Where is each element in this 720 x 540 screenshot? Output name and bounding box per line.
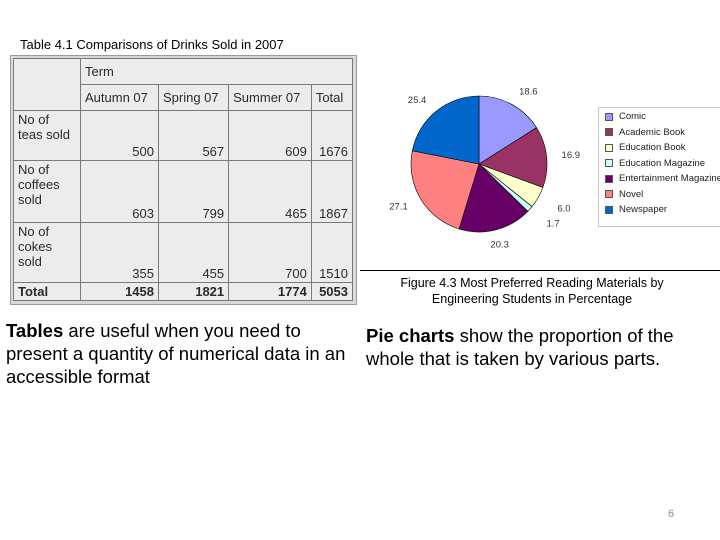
column-header: Summer 07 xyxy=(228,84,312,111)
table-term-header: Term xyxy=(80,58,353,85)
chart-legend: Comic Academic Book Education Book Educatio… xyxy=(598,107,720,227)
table-cell: 1821 xyxy=(157,282,230,301)
table-cell: 1458 xyxy=(80,282,159,301)
pie-data-label: 18.6 xyxy=(519,86,538,97)
table-cell: 609 xyxy=(228,110,312,161)
page-number: 6 xyxy=(668,508,675,520)
legend-swatch xyxy=(605,143,613,152)
pie-slice xyxy=(478,95,537,165)
tables-description-text: are useful when you need to present a qu… xyxy=(6,320,346,387)
row-label: Total xyxy=(13,282,81,301)
legend-swatch xyxy=(605,112,613,121)
legend-swatch xyxy=(605,128,613,137)
pie-charts-description-text: show the proportion of the whole that is… xyxy=(366,325,674,369)
legend-label: Comic xyxy=(619,111,646,123)
legend-swatch xyxy=(605,205,613,214)
table-cell: 1774 xyxy=(228,282,312,301)
pie-slice xyxy=(478,127,548,188)
tables-term: Tables xyxy=(6,320,64,341)
row-label: No of teas sold xyxy=(13,110,81,161)
drinks-table: Term Autumn 07 Spring 07 Summer 07 Total… xyxy=(13,58,354,301)
table-cell: 799 xyxy=(157,160,230,223)
pie-charts-term: Pie charts xyxy=(366,325,455,346)
row-label: No of coffees sold xyxy=(13,160,81,223)
pie-data-label: 1.7 xyxy=(546,219,559,230)
table-corner-cell xyxy=(13,58,81,111)
legend-item: Academic Book xyxy=(605,126,720,140)
column-header: Autumn 07 xyxy=(80,84,159,111)
table-cell: 455 xyxy=(157,222,230,283)
pie-data-label: 27.1 xyxy=(389,202,408,213)
column-header: Total xyxy=(310,84,354,111)
table-cell: 5053 xyxy=(310,282,354,301)
tables-description: Tables are useful when you need to prese… xyxy=(6,319,358,388)
table-cell: 1676 xyxy=(310,110,354,161)
legend-swatch xyxy=(605,174,613,183)
figure-caption-line: Engineering Students in Percentage xyxy=(431,292,633,306)
legend-item: Comic xyxy=(605,110,720,124)
table-cell: 567 xyxy=(157,110,230,161)
column-header: Spring 07 xyxy=(157,84,230,111)
legend-item: Newspaper xyxy=(605,203,720,217)
pie-slice xyxy=(411,95,480,165)
table-cell: 465 xyxy=(228,160,312,223)
figure-caption: Figure 4.3 Most Preferred Reading Materi… xyxy=(364,275,700,307)
pie-charts-description: Pie charts show the proportion of the wh… xyxy=(366,324,716,370)
pie-data-label: 20.3 xyxy=(490,239,509,250)
table-cell: 355 xyxy=(80,222,159,283)
legend-label: Novel xyxy=(619,188,644,200)
table-cell: 1510 xyxy=(310,222,354,283)
pie-slice xyxy=(458,163,529,233)
legend-label: Education Magazine xyxy=(619,157,706,169)
legend-swatch xyxy=(605,190,613,199)
table-cell: 700 xyxy=(228,222,312,283)
pie-slice xyxy=(410,150,480,230)
pie-chart: 18.6 16.9 6.0 1.7 20.3 27.1 25.4 xyxy=(389,86,581,250)
pie-data-label: 6.0 xyxy=(557,203,570,214)
legend-swatch xyxy=(605,159,613,168)
figure-caption-line: Figure 4.3 Most Preferred Reading Materi… xyxy=(400,276,664,290)
legend-label: Academic Book xyxy=(619,126,686,138)
legend-label: Education Book xyxy=(619,142,686,154)
table-cell: 500 xyxy=(80,110,159,161)
pie-chart-panel: 18.6 16.9 6.0 1.7 20.3 27.1 25.4 Comic Academic… xyxy=(360,75,720,271)
legend-item: Education Magazine xyxy=(605,157,720,171)
row-label: No of cokes sold xyxy=(13,222,81,283)
drinks-table-image: Term Autumn 07 Spring 07 Summer 07 Total… xyxy=(10,55,357,305)
table-cell: 603 xyxy=(80,160,159,223)
table-caption: Table 4.1 Comparisons of Drinks Sold in … xyxy=(20,37,284,52)
legend-label: Newspaper xyxy=(619,204,668,216)
legend-item: Novel xyxy=(605,188,720,202)
pie-data-label: 16.9 xyxy=(562,150,581,161)
pie-data-label: 25.4 xyxy=(408,95,427,106)
table-cell: 1867 xyxy=(310,160,354,223)
legend-item: Education Book xyxy=(605,141,720,155)
legend-label: Entertainment Magazine xyxy=(619,173,720,185)
legend-item: Entertainment Magazine xyxy=(605,172,720,186)
